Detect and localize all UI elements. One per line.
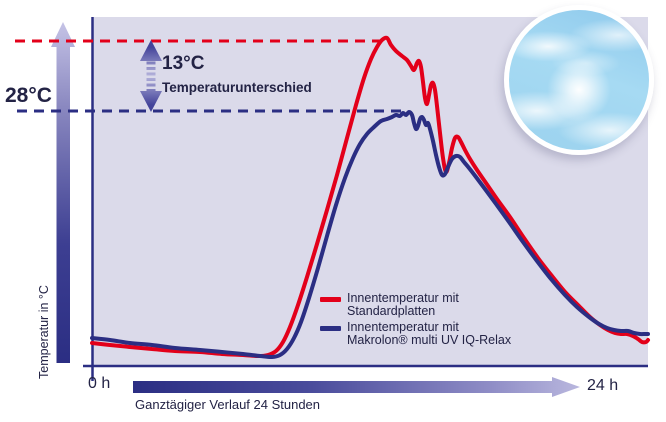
x-axis-start-label: 0 h: [88, 375, 111, 392]
delta-value-label: 13°C: [162, 53, 205, 74]
x-axis-gradient-arrow: [133, 377, 580, 397]
delta-text-label: Temperaturunterschied: [162, 80, 312, 95]
y-axis-gradient-arrow: [51, 22, 75, 363]
legend-item-standardplatten: Innentemperatur mit Standardplatten: [320, 292, 511, 318]
legend: Innentemperatur mit Standardplatten Inne…: [320, 292, 511, 350]
legend-label: Innentemperatur mit Standardplatten: [347, 291, 459, 318]
legend-item-makrolon: Innentemperatur mit Makrolon® multi UV I…: [320, 321, 511, 347]
legend-swatch-blue: [320, 326, 341, 331]
legend-swatch-red: [320, 297, 341, 302]
sun-sky-photo: [504, 5, 654, 155]
x-axis-end-label: 24 h: [587, 377, 619, 394]
blue-line-value-label: 28°C: [5, 84, 52, 107]
y-axis-title: Temperatur in °C: [37, 285, 51, 379]
x-axis-caption: Ganztägiger Verlauf 24 Stunden: [135, 397, 321, 412]
legend-label: Innentemperatur mit Makrolon® multi UV I…: [347, 320, 512, 347]
